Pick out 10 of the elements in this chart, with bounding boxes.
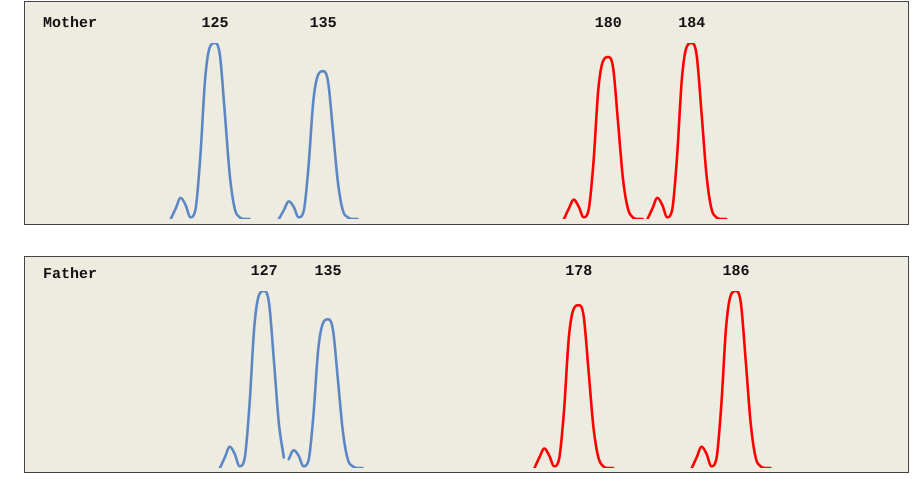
series-label: 127 [250,262,278,280]
series-label: 178 [565,262,592,280]
series-label: 186 [722,262,750,280]
series-label: 125 [202,14,229,32]
chart-title: Father [43,266,98,283]
chart-title: Mother [43,14,98,32]
series-label: 180 [594,14,622,32]
text: 135 [310,14,337,32]
series-label: 184 [678,14,706,32]
text: 135 [314,262,342,280]
